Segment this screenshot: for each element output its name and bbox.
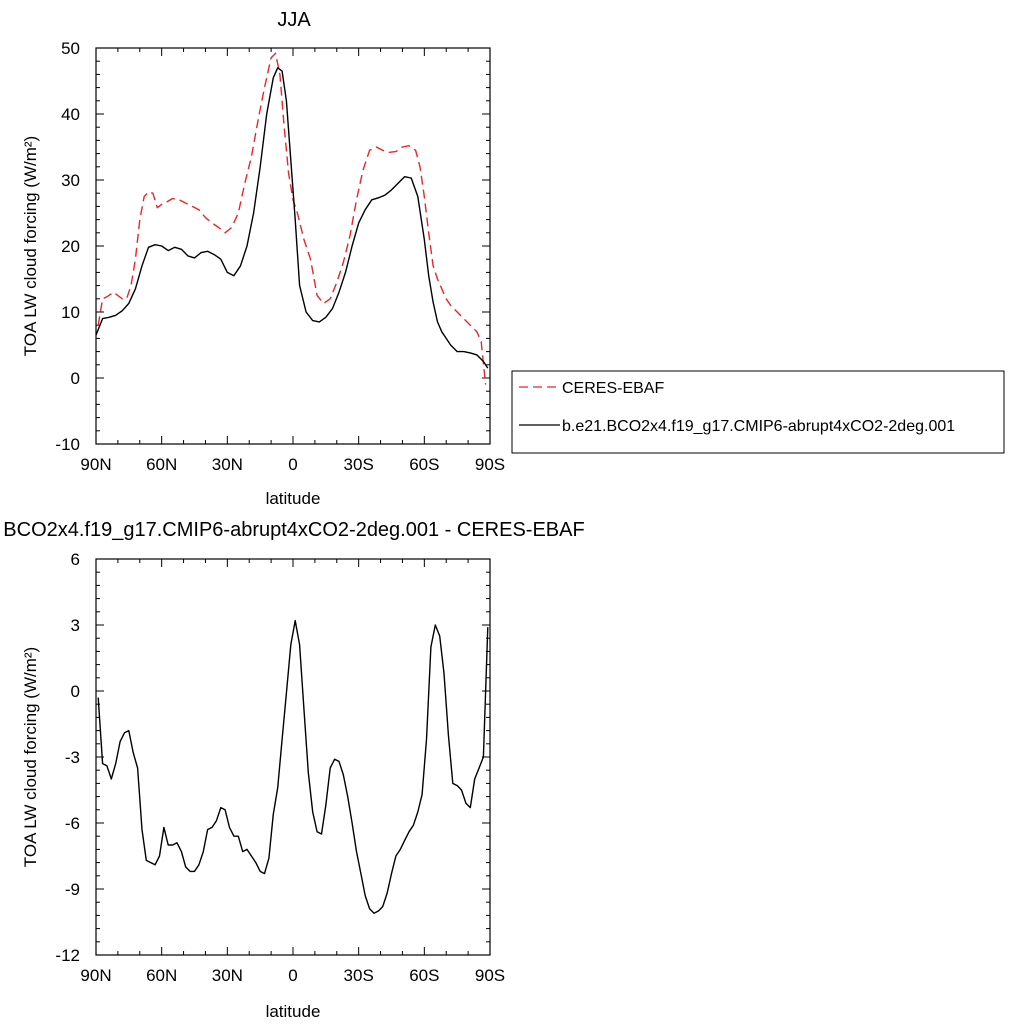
chart-top-xtick-label: 90N <box>80 455 111 474</box>
chart-bottom-title: BCO2x4.f19_g17.CMIP6-abrupt4xCO2-2deg.00… <box>3 519 584 541</box>
chart-top-ylabel: TOA LW cloud forcing (W/m²) <box>21 136 40 356</box>
chart-top-frame <box>95 47 491 445</box>
chart-top-xtick-label: 60N <box>146 455 177 474</box>
chart-bottom-xtick-label: 90S <box>475 966 505 985</box>
chart-top-ytick-label: 10 <box>61 303 80 322</box>
chart-top-series-line-0 <box>97 52 487 385</box>
chart-bottom-ytick-label: 3 <box>71 616 80 635</box>
chart-top-series-line-1 <box>95 67 489 369</box>
chart-top-title: JJA <box>277 9 311 31</box>
chart-bottom-xtick-label: 60S <box>409 966 439 985</box>
chart-bottom-x-tick-labels: 90N 60N 30N 0 30S 60S 90S <box>80 966 505 985</box>
chart-top-ytick-label: 30 <box>61 171 80 190</box>
chart-top: JJA -10 0 10 20 30 40 50 90N 60N 30N 0 30S 60S 90S l… <box>21 9 505 508</box>
chart-top-xtick-label: 30S <box>344 455 374 474</box>
chart-top-y-tick-labels: -10 0 10 20 30 40 50 <box>55 39 80 454</box>
chart-bottom-ytick-label: -12 <box>55 946 80 965</box>
chart-bottom-xtick-label: 30N <box>212 966 243 985</box>
chart-top-xtick-label: 30N <box>212 455 243 474</box>
chart-top-x-tick-labels: 90N 60N 30N 0 30S 60S 90S <box>80 455 505 474</box>
chart-top-ytick-label: 40 <box>61 105 80 124</box>
chart-top-legend: CERES-EBAF b.e21.BCO2x4.f19_g17.CMIP6-ab… <box>511 370 1005 454</box>
chart-bottom-frame <box>95 558 491 956</box>
chart-top-ytick-label: 50 <box>61 39 80 58</box>
chart-bottom-ytick-label: 6 <box>71 550 80 569</box>
legend-label-model: b.e21.BCO2x4.f19_g17.CMIP6-abrupt4xCO2-2… <box>562 418 955 435</box>
chart-bottom-series <box>97 619 489 914</box>
chart-bottom-ytick-label: -6 <box>65 814 80 833</box>
chart-bottom-y-tick-labels: -12 -9 -6 -3 0 3 6 <box>55 550 80 965</box>
chart-bottom-xlabel: latitude <box>266 1002 321 1021</box>
chart-bottom-xtick-label: 60N <box>146 966 177 985</box>
chart-top-xtick-label: 0 <box>288 455 297 474</box>
chart-top-ytick-label: 20 <box>61 237 80 256</box>
chart-top-series <box>95 52 489 385</box>
chart-bottom-series-line-0 <box>97 619 489 914</box>
chart-bottom-ytick-label: -9 <box>65 880 80 899</box>
chart-bottom-xtick-label: 90N <box>80 966 111 985</box>
chart-bottom-xtick-label: 30S <box>344 966 374 985</box>
chart-bottom-ytick-label: 0 <box>71 682 80 701</box>
chart-bottom-ytick-label: -3 <box>65 748 80 767</box>
legend-label-ceres: CERES-EBAF <box>562 380 664 397</box>
chart-bottom: BCO2x4.f19_g17.CMIP6-abrupt4xCO2-2deg.00… <box>3 519 584 1021</box>
chart-top-ytick-label: 0 <box>71 369 80 388</box>
chart-top-xlabel: latitude <box>266 489 321 508</box>
chart-bottom-ticks <box>95 558 491 956</box>
chart-top-xtick-label: 60S <box>409 455 439 474</box>
chart-bottom-ylabel: TOA LW cloud forcing (W/m²) <box>21 647 40 867</box>
chart-top-ytick-label: -10 <box>55 435 80 454</box>
chart-bottom-xtick-label: 0 <box>288 966 297 985</box>
chart-top-xtick-label: 90S <box>475 455 505 474</box>
legend-box <box>511 370 1005 454</box>
